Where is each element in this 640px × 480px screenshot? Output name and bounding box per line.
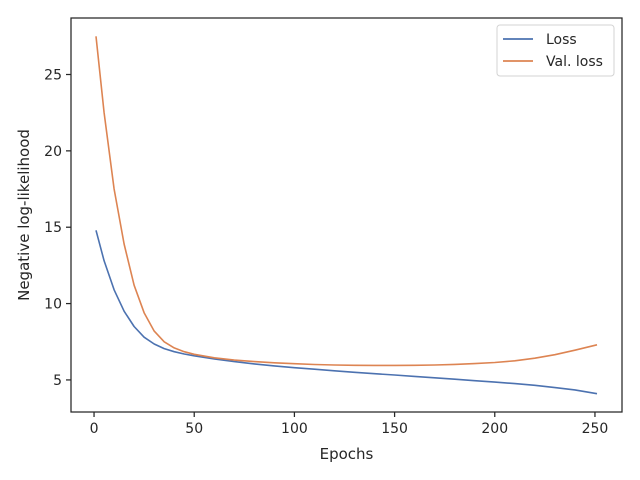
y-axis-label: Negative log-likelihood	[15, 129, 33, 301]
legend-label-1: Val. loss	[546, 54, 603, 70]
y-tick-label: 10	[44, 297, 62, 313]
series-line-0	[95, 230, 598, 395]
x-tick-label: 200	[481, 421, 508, 437]
y-tick-label: 5	[53, 373, 62, 389]
y-tick-label: 15	[44, 220, 62, 236]
legend: Loss Val. loss	[496, 24, 615, 77]
y-axis-ticks: 5 10 15 20 25	[44, 68, 71, 389]
y-tick-label: 25	[44, 68, 62, 84]
x-tick-label: 250	[582, 421, 609, 437]
x-tick-label: 150	[381, 421, 408, 437]
x-tick-label: 0	[90, 421, 99, 437]
x-axis-label: Epochs	[320, 445, 374, 463]
series-lines	[95, 36, 598, 395]
legend-label-0: Loss	[546, 32, 577, 48]
y-tick-label: 20	[44, 144, 62, 160]
x-axis-ticks: 0 50 100 150 200 250	[90, 412, 609, 437]
x-tick-label: 100	[281, 421, 308, 437]
x-tick-label: 50	[185, 421, 203, 437]
series-line-1	[95, 36, 598, 367]
legend-box	[496, 24, 615, 77]
plot-frame	[70, 17, 623, 413]
